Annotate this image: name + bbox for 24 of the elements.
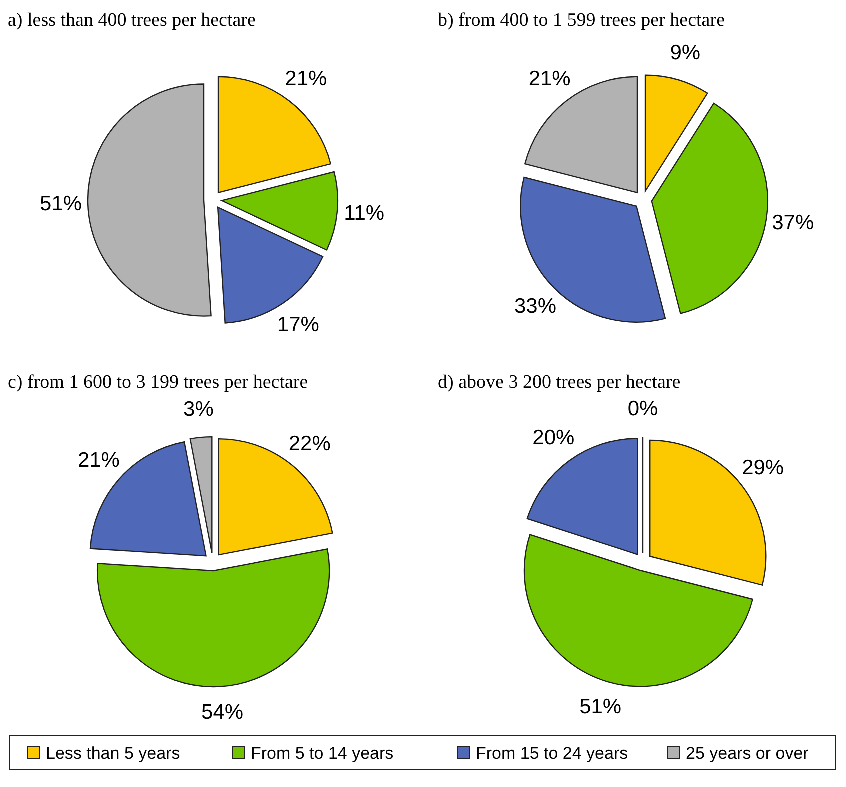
data-label: 3%	[184, 398, 214, 422]
legend-label: Less than 5 years	[46, 744, 180, 763]
legend-label: 25 years or over	[686, 744, 810, 763]
data-label: 29%	[742, 456, 784, 480]
data-label: 33%	[514, 295, 557, 318]
data-label: 9%	[670, 42, 701, 65]
chart-title: a) less than 400 trees per hectare	[8, 10, 256, 31]
chart-title: b) from 400 to 1 599 trees per hectare	[438, 10, 726, 31]
data-label: 21%	[285, 67, 328, 90]
legend-label: From 5 to 14 years	[251, 744, 394, 763]
data-label: 17%	[277, 313, 320, 336]
data-label: 20%	[532, 426, 575, 450]
data-label: 21%	[78, 449, 120, 472]
legend-label: From 15 to 24 years	[476, 744, 628, 763]
data-label: 51%	[40, 192, 82, 216]
data-label: 21%	[528, 67, 571, 90]
chart-title: c) from 1 600 to 3 199 trees per hectare	[8, 372, 308, 393]
data-label: 22%	[288, 432, 331, 456]
data-label: 37%	[772, 211, 814, 234]
chart-title: d) above 3 200 trees per hectare	[438, 372, 681, 393]
data-label: 51%	[580, 696, 622, 719]
data-label: 11%	[344, 202, 385, 225]
data-label: 54%	[202, 701, 244, 724]
text: 0%	[628, 398, 658, 421]
